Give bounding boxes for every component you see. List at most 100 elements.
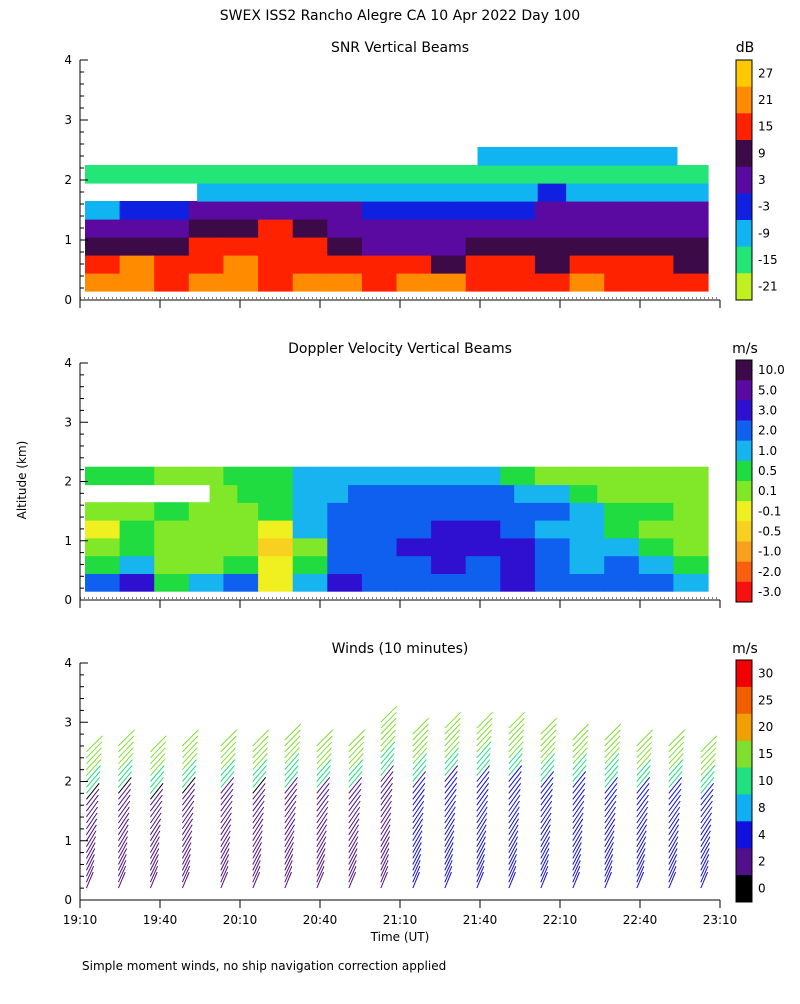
wind-barb [604,860,613,877]
wind-barb [636,735,653,753]
wind-barb [316,794,330,812]
wind-barb [220,765,235,782]
wind-barb [700,747,717,765]
wind-barb [540,848,550,865]
colorbar-label: -0.1 [758,504,781,518]
heatmap-cell [258,237,294,256]
colorbar-label: 0 [758,882,766,896]
heatmap-cell [638,573,674,592]
wind-barb [668,776,683,794]
wind-barb [252,871,261,889]
wind-barb [572,776,586,794]
wind-barb [540,824,551,842]
heatmap-cell [361,520,398,539]
wind-barb [604,794,617,812]
heatmap-cell [292,484,321,503]
heatmap-cell [361,201,398,220]
wind-barb [572,824,583,842]
wind-barb [668,735,685,753]
wind-barb [700,848,710,865]
wind-barb [668,741,685,759]
colorbar-swatch [736,400,752,421]
heatmap-cell [85,219,121,238]
heatmap-cell [327,466,363,486]
wind-barb [117,800,131,818]
wind-barb [252,741,269,759]
heatmap-cell [673,219,709,238]
colorbar-swatch [736,273,752,301]
wind-barb [380,747,395,765]
wind-barb [348,848,358,865]
wind-barb [348,824,360,842]
wind-barb [412,765,427,782]
heatmap-cell [500,201,536,220]
wind-barb [508,836,519,853]
wind-barb [86,788,100,806]
heatmap-cell [188,165,224,184]
wind-barb [476,723,493,741]
heatmap-cell [119,502,155,521]
colorbar-label: -21 [758,280,778,294]
heatmap-cell [431,555,467,574]
heatmap-cell [225,183,255,202]
wind-barb [316,848,326,865]
colorbar-frame [735,59,753,301]
heatmap-cell [431,502,467,521]
heatmap-cell [361,255,398,274]
wind-barb [252,806,265,824]
doppler-title: Doppler Velocity Vertical Beams [288,341,512,357]
heatmap-cell [258,219,294,238]
wind-barb [444,812,456,830]
heatmap-cell [119,219,155,238]
wind-barb [604,782,618,800]
heatmap-cell [566,147,578,166]
wind-barb [444,830,455,847]
heatmap-cell [604,466,640,486]
wind-barb [444,747,460,765]
heatmap-cell [361,502,398,521]
heatmap-cell [396,573,432,592]
wind-barb [220,830,231,847]
wind-barb [508,771,522,788]
wind-barb [636,765,651,782]
wind-barb [572,759,587,776]
wind-barb [508,765,523,782]
wind-barb [668,788,682,806]
wind-barb [316,836,327,853]
wind-barb [444,788,457,806]
wind-barb [380,848,390,865]
heatmap-cell [465,520,501,539]
time-tick-label: 21:40 [463,913,498,927]
wind-barb [636,788,650,806]
wind-barb [572,782,586,800]
heatmap-cell [327,273,363,292]
colorbar-swatch [736,193,752,221]
heatmap-cell [599,147,611,166]
wind-barb [700,776,715,794]
heatmap-cell [541,484,571,503]
colorbar-swatch [736,541,752,563]
wind-barb [668,794,682,812]
wind-barb [572,765,587,782]
wind-barb [252,800,265,818]
wind-barb [380,800,392,818]
wind-barb [444,717,461,735]
wind-barb [508,741,524,759]
heatmap-cell [223,466,259,486]
colorbar-swatch [736,821,752,849]
wind-barb [252,729,270,747]
wind-barb [181,836,192,853]
wind-barb [636,741,653,759]
heatmap-cell [500,573,536,592]
wind-barb [700,854,710,871]
wind-barb [149,806,162,824]
wind-barb [444,794,457,812]
heatmap-cell [223,201,259,220]
heatmap-cell [154,237,190,256]
wind-barb [380,836,390,853]
wind-barb [540,836,551,853]
wind-barb [118,782,132,800]
wind-barb [118,788,131,806]
wind-barb [220,782,234,800]
